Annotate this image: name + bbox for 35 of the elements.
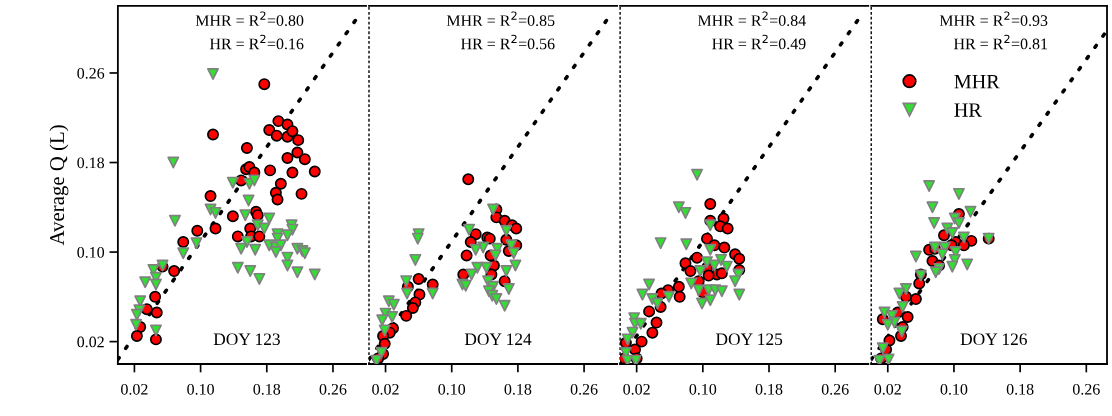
annotation: HR = R$^{2}$=0.16: [209, 34, 304, 50]
annotation: HR = R$^{2}$=0.56: [461, 34, 555, 50]
x-tick-label: 0.26: [821, 383, 849, 395]
annotation: DOY 123: [213, 333, 280, 346]
y-axis-title: Average Q (L): [49, 125, 69, 246]
x-tick-label: 0.18: [253, 383, 281, 395]
x-tick-label: 0.02: [874, 383, 901, 395]
x-tick-label: 0.18: [504, 383, 532, 395]
x-tick-label: 0.02: [372, 383, 399, 395]
legend-label: HR: [954, 103, 982, 117]
annotation: HR = R$^{2}$=0.49: [712, 34, 806, 50]
x-tick-label: 0.26: [319, 383, 347, 395]
annotation: HR = R$^{2}$=0.81: [953, 34, 1048, 50]
x-tick-label: 0.26: [1072, 383, 1100, 395]
x-tick-label: 0.10: [940, 383, 968, 395]
annotation: MHR = R$^{2}$=0.93: [939, 11, 1048, 27]
x-tick-label: 0.02: [623, 383, 650, 395]
y-tick-label: 0.10: [77, 246, 105, 258]
legend-label: MHR: [954, 75, 1000, 89]
x-tick-label: 0.10: [438, 383, 466, 395]
annotation: DOY 124: [464, 333, 532, 346]
y-tick-label: 0.18: [77, 157, 105, 169]
annotation: MHR = R$^{2}$=0.84: [697, 11, 806, 27]
x-tick-label: 0.18: [1006, 383, 1034, 395]
x-tick-label: 0.10: [689, 383, 717, 395]
x-tick-label: 0.26: [570, 383, 598, 395]
y-tick-label: 0.26: [77, 67, 105, 79]
x-tick-label: 0.10: [187, 383, 214, 395]
y-tick-label: 0.02: [77, 336, 104, 348]
annotation: MHR = R$^{2}$=0.80: [195, 11, 304, 27]
x-tick-label: 0.02: [121, 383, 148, 395]
annotation: DOY 126: [960, 333, 1027, 346]
x-tick-label: 0.18: [755, 383, 783, 395]
annotation: MHR = R$^{2}$=0.85: [446, 11, 555, 27]
annotation: DOY 125: [715, 333, 783, 346]
